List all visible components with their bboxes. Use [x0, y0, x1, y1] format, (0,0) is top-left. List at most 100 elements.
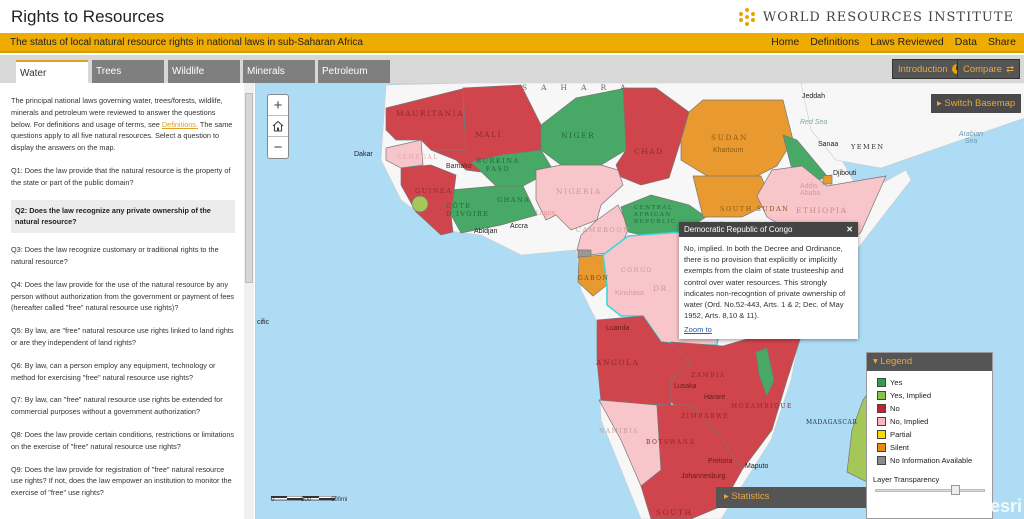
legend-swatch [877, 417, 886, 426]
legend-panel: ▾ Legend Yes Yes, Implied No No, Implied Par… [866, 352, 993, 519]
map-label-dr: DR [653, 284, 668, 293]
city-bamako: Bamako [446, 163, 472, 170]
scrollbar-thumb[interactable] [245, 93, 253, 283]
nav-definitions[interactable]: Definitions [810, 36, 860, 48]
legend-swatch [877, 456, 886, 465]
wri-logo-icon [738, 8, 755, 26]
map-label-ethiopia: ETHIOPIA [796, 206, 848, 215]
question-q8[interactable]: Q8: Does the law provide certain conditi… [11, 429, 235, 451]
question-q6[interactable]: Q6: By law, can a person employ any equi… [11, 360, 216, 382]
question-q3[interactable]: Q3: Does the law recognize customary or … [11, 245, 219, 266]
sidebar-scrollbar[interactable] [244, 83, 254, 519]
city-khartoum: Khartoum [713, 147, 744, 154]
legend-item: Partial [877, 430, 992, 439]
city-addis-ababa: Addis Ababa [800, 183, 821, 197]
legend-swatch [877, 378, 886, 387]
country-eritrea [782, 134, 828, 182]
intro-text: The principal national laws governing wa… [11, 95, 235, 154]
map-label-namibia: NAMIBIA [599, 428, 639, 435]
legend-item: Silent [877, 443, 992, 452]
question-q9[interactable]: Q9: Does the law provide for registratio… [11, 464, 232, 498]
city-djibouti: Djibouti [833, 170, 857, 177]
scale-label-0: 0 [271, 497, 275, 503]
question-q2[interactable]: Q2: Does the law recognize any private o… [11, 199, 235, 234]
nav-laws-reviewed[interactable]: Laws Reviewed [870, 36, 944, 48]
legend-swatch [877, 404, 886, 413]
map-label-gabon: GABON [578, 275, 610, 282]
map-label-cameroon: CAMEROON [576, 226, 631, 234]
layer-transparency-label: Layer Transparency [873, 475, 940, 484]
question-q5[interactable]: Q5: By law, are "free" natural resource … [11, 326, 234, 347]
nav-share[interactable]: Share [987, 36, 1016, 48]
wri-logo-text: WORLD RESOURCES INSTITUTE [762, 9, 1014, 25]
country-gabon [577, 254, 608, 297]
city-kinshasa: Kinshasa [615, 290, 644, 297]
tab-water[interactable]: Water [16, 60, 88, 83]
switch-basemap-button[interactable]: ▸ Switch Basemap [931, 94, 1022, 113]
legend-label: No, Implied [890, 417, 929, 426]
legend-swatch [877, 391, 886, 400]
resource-tabs: Water Trees Wildlife Minerals Petroleum … [0, 55, 1024, 83]
definitions-link[interactable]: Definitions. [161, 119, 198, 129]
map-view[interactable]: SAHARA MAURITANIA MALI NIGER CHAD SUDAN … [256, 83, 1024, 519]
slider-handle[interactable] [951, 485, 961, 495]
nav-home[interactable]: Home [771, 36, 800, 48]
country-chad [615, 87, 690, 186]
country-sierra-leone [411, 195, 429, 213]
legend-label: No Information Available [890, 456, 973, 465]
compare-button[interactable]: Compare ⇄ [957, 59, 1021, 79]
city-johannesburg: Johannesburg [681, 473, 726, 480]
zoom-controls: + − [267, 94, 289, 159]
compare-label: Compare [963, 63, 1003, 75]
question-q1[interactable]: Q1: Does the law provide that the natura… [11, 165, 231, 187]
map-label-nigeria: NIGERIA [556, 187, 602, 196]
legend-label: Partial [890, 430, 912, 439]
map-label-guinea: GUINEA [415, 187, 453, 195]
statistics-button[interactable]: ▸ Statistics [716, 487, 866, 508]
swap-arrows-icon: ⇄ [1006, 63, 1015, 75]
layer-transparency-slider[interactable] [875, 485, 985, 495]
country-niger [540, 87, 627, 166]
map-canvas[interactable] [256, 83, 1024, 519]
tab-petroleum[interactable]: Petroleum [318, 60, 390, 83]
sidebar: The principal national laws governing wa… [0, 83, 256, 519]
legend-label: Yes, Implied [890, 391, 932, 400]
map-label-mauritania: MAURITANIA [396, 109, 464, 118]
country-cameroon [576, 204, 630, 256]
city-pretoria: Pretoria [708, 458, 733, 465]
legend-swatch [877, 430, 886, 439]
home-button[interactable] [268, 116, 288, 137]
country-guinea [400, 164, 457, 236]
app-header: Rights to Resources WORLD RESOURCES INST… [0, 0, 1024, 34]
scale-label-300: 300 [301, 497, 312, 503]
close-icon[interactable]: ✕ [846, 225, 853, 234]
wri-logo[interactable]: WORLD RESOURCES INSTITUTE [737, 7, 1014, 27]
city-dakar: Dakar [354, 151, 373, 158]
legend-swatch [877, 443, 886, 452]
zoom-to-link[interactable]: Zoom to [684, 325, 712, 335]
country-djibouti [822, 174, 833, 185]
tab-wildlife[interactable]: Wildlife [168, 60, 240, 83]
country-cote-divoire-ghana [450, 185, 538, 234]
city-lusaka: Lusaka [674, 383, 697, 390]
zoom-out-button[interactable]: − [273, 139, 283, 156]
map-label-botswana: BOTSWANA [646, 439, 696, 446]
city-jeddah: Jeddah [802, 93, 825, 100]
info-popup: Democratic Republic of Congo ✕ No, implie… [679, 222, 858, 340]
question-q4[interactable]: Q4: Does the law provide for the use of … [11, 279, 235, 313]
zoom-in-button[interactable]: + [268, 95, 288, 116]
city-lagos: Lagos [536, 210, 556, 217]
nav-data[interactable]: Data [954, 36, 977, 48]
country-south-sudan [692, 175, 773, 218]
map-label-south: SOUTH [656, 508, 693, 517]
tab-minerals[interactable]: Minerals [243, 60, 315, 83]
introduction-label: Introduction [898, 63, 948, 75]
legend-item: No [877, 404, 992, 413]
legend-header[interactable]: ▾ Legend [867, 353, 992, 371]
map-label-mozambique: MOZAMBIQUE [731, 403, 793, 410]
question-q7[interactable]: Q7: By law, can "free" natural resource … [11, 395, 223, 417]
map-label-congo: CONGO [621, 267, 653, 274]
map-label-sahara: SAHARA [522, 83, 640, 92]
tab-trees[interactable]: Trees [92, 60, 164, 83]
city-maputo: Maputo [745, 463, 769, 470]
